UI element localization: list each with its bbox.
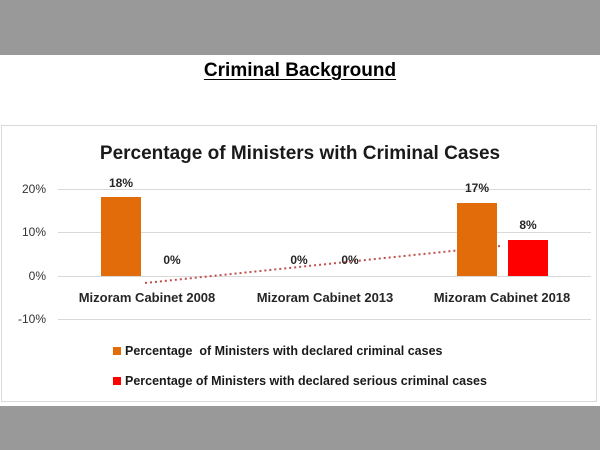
y-tick-10: 10% xyxy=(21,225,46,239)
bar-2018-serious xyxy=(508,240,548,276)
legend-label-criminal: Percentage of Ministers with declared cr… xyxy=(125,344,443,358)
x-label-2013: Mizoram Cabinet 2013 xyxy=(256,290,394,305)
chart-container xyxy=(1,125,597,402)
legend-item-criminal: Percentage of Ministers with declared cr… xyxy=(113,344,443,358)
bar-2018-criminal xyxy=(457,203,497,276)
page-heading-text: Criminal Background xyxy=(203,60,397,81)
chart-title: Percentage of Ministers with Criminal Ca… xyxy=(99,143,501,164)
data-label-2018-criminal: 17% xyxy=(464,181,490,195)
data-label-2008-criminal: 18% xyxy=(108,176,134,190)
gridline-20 xyxy=(58,189,591,190)
x-label-2008: Mizoram Cabinet 2008 xyxy=(78,290,216,305)
legend-label-serious: Percentage of Ministers with declared se… xyxy=(125,374,487,388)
data-label-2013-serious: 0% xyxy=(341,253,359,267)
top-gray-band xyxy=(0,0,600,55)
bar-2008-criminal xyxy=(101,197,141,276)
data-label-2008-serious: 0% xyxy=(163,253,181,267)
data-label-2018-serious: 8% xyxy=(519,218,537,232)
y-tick-neg10: -10% xyxy=(17,312,46,326)
bottom-gray-band xyxy=(0,406,600,450)
legend-swatch-orange-icon xyxy=(113,347,121,355)
data-label-2013-criminal: 0% xyxy=(290,253,308,267)
gridline-0 xyxy=(58,276,591,277)
gridline-neg10 xyxy=(58,319,591,320)
y-tick-0: 0% xyxy=(28,269,46,283)
legend-swatch-red-icon xyxy=(113,377,121,385)
page-heading: Criminal Background xyxy=(0,60,600,82)
gridline-10 xyxy=(58,232,591,233)
x-label-2018: Mizoram Cabinet 2018 xyxy=(433,290,571,305)
legend-item-serious: Percentage of Ministers with declared se… xyxy=(113,374,487,388)
y-tick-20: 20% xyxy=(21,182,46,196)
